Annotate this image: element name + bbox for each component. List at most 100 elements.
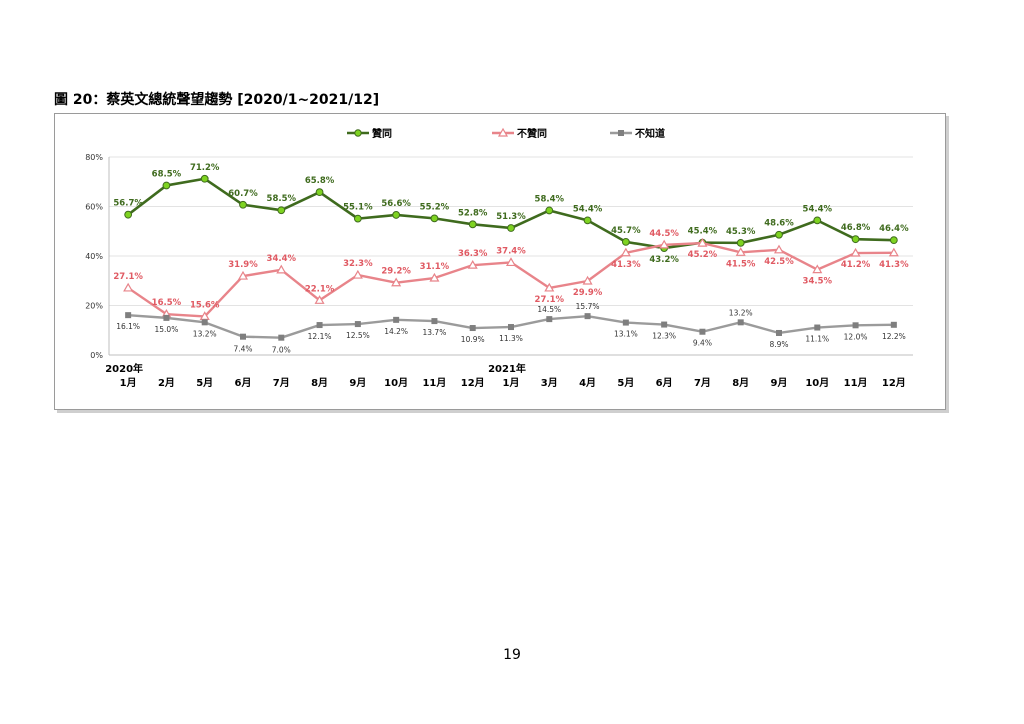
data-point (239, 200, 247, 209)
x-tick-label: 6月 (235, 377, 252, 389)
data-label: 45.7% (611, 226, 641, 236)
data-point (125, 312, 132, 319)
x-tick-label: 7月 (694, 377, 711, 389)
data-point (201, 319, 208, 326)
x-tick-label: 4月 (579, 377, 596, 389)
x-tick-label: 7月 (273, 377, 290, 389)
data-point (393, 316, 400, 323)
legend-label: 贊同 (372, 127, 392, 140)
data-label: 10.9% (461, 335, 485, 344)
data-label: 58.4% (535, 194, 565, 204)
x-tick-label: 6月 (656, 377, 673, 389)
data-label: 56.6% (381, 199, 411, 209)
data-point (852, 322, 859, 329)
data-point (546, 316, 553, 323)
data-label: 16.1% (116, 322, 140, 331)
data-point (736, 238, 745, 247)
data-label: 34.4% (267, 254, 297, 264)
data-point (890, 321, 897, 328)
y-tick-label: 80% (85, 153, 103, 162)
data-label: 14.2% (384, 327, 408, 336)
chart-frame: 0% 20% 40% 60% 80% 2020年 1月 2月 5月 6月 7月 8月 9月 10月 11月 1… (54, 113, 946, 410)
data-point (889, 236, 898, 245)
data-point (773, 244, 785, 254)
data-label: 44.5% (649, 229, 679, 239)
data-label: 56.7% (113, 199, 143, 209)
x-tick-label: 1月 (503, 377, 520, 389)
data-label: 31.9% (228, 260, 258, 270)
data-label: 41.3% (611, 260, 641, 270)
data-label: 12.1% (308, 332, 332, 341)
data-point (508, 324, 514, 331)
data-label: 12.5% (346, 331, 370, 340)
data-label: 11.3% (499, 334, 523, 343)
data-point (429, 272, 440, 282)
x-tick-label: 10月 (805, 377, 829, 389)
data-label: 12.0% (844, 332, 868, 341)
data-point (240, 333, 246, 340)
data-point (621, 237, 630, 246)
data-point (851, 235, 860, 244)
data-label: 43.2% (649, 255, 679, 265)
legend-label: 不知道 (635, 127, 665, 140)
x-tick-label: 9月 (771, 377, 788, 389)
data-label: 13.7% (423, 328, 447, 337)
data-point (123, 282, 134, 292)
data-point (699, 328, 706, 335)
data-point (545, 206, 554, 215)
data-point (278, 334, 285, 341)
data-label: 7.0% (272, 346, 291, 355)
legend-marker (497, 127, 509, 137)
data-point (163, 314, 170, 321)
data-point (505, 257, 517, 267)
data-label: 48.6% (764, 219, 794, 229)
data-point (735, 247, 746, 256)
x-tick-label: 3月 (541, 377, 558, 389)
data-label: 8.9% (769, 340, 788, 349)
legend-label: 不贊同 (517, 127, 547, 140)
data-label: 16.5% (152, 298, 182, 308)
data-point (315, 188, 324, 197)
data-label: 42.5% (764, 257, 794, 267)
data-label: 45.2% (688, 250, 718, 260)
data-label: 46.4% (879, 224, 909, 234)
data-point (697, 237, 708, 247)
data-point (392, 211, 401, 219)
data-point (352, 269, 363, 279)
page-number: 19 (503, 647, 521, 663)
data-point (431, 318, 438, 325)
legend-marker (354, 129, 362, 137)
approval-trend-chart: 0% 20% 40% 60% 80% 2020年 1月 2月 5月 6月 7月 8月 9月 10月 11月 1… (85, 127, 913, 389)
data-point (622, 319, 629, 326)
data-label: 13.1% (614, 330, 638, 339)
y-tick-label: 0% (90, 351, 103, 360)
data-label: 55.2% (420, 202, 450, 212)
data-label: 58.5% (267, 194, 297, 204)
data-point (620, 247, 631, 257)
data-point (776, 329, 782, 336)
data-label: 45.4% (688, 227, 718, 237)
data-label: 37.4% (496, 246, 526, 256)
data-point (661, 321, 668, 328)
data-point (659, 239, 670, 249)
data-label: 27.1% (113, 272, 143, 282)
data-point (507, 224, 515, 232)
data-label: 34.5% (803, 277, 833, 287)
data-point (544, 282, 555, 292)
data-point (812, 264, 823, 274)
data-label: 36.3% (458, 249, 488, 259)
data-label: 52.8% (458, 208, 488, 218)
data-label: 12.3% (652, 332, 676, 341)
data-point (737, 319, 744, 326)
data-label: 13.2% (729, 308, 753, 317)
x-tick-label-year: 2021年 (488, 362, 526, 375)
data-point (888, 247, 899, 257)
data-point (316, 322, 323, 329)
data-label: 9.4% (693, 339, 712, 348)
data-label: 68.5% (152, 169, 182, 179)
data-label: 46.8% (841, 223, 871, 233)
data-label: 60.7% (228, 189, 258, 199)
data-label: 15.7% (576, 302, 600, 311)
data-point (775, 230, 783, 239)
data-label: 65.8% (305, 176, 335, 186)
